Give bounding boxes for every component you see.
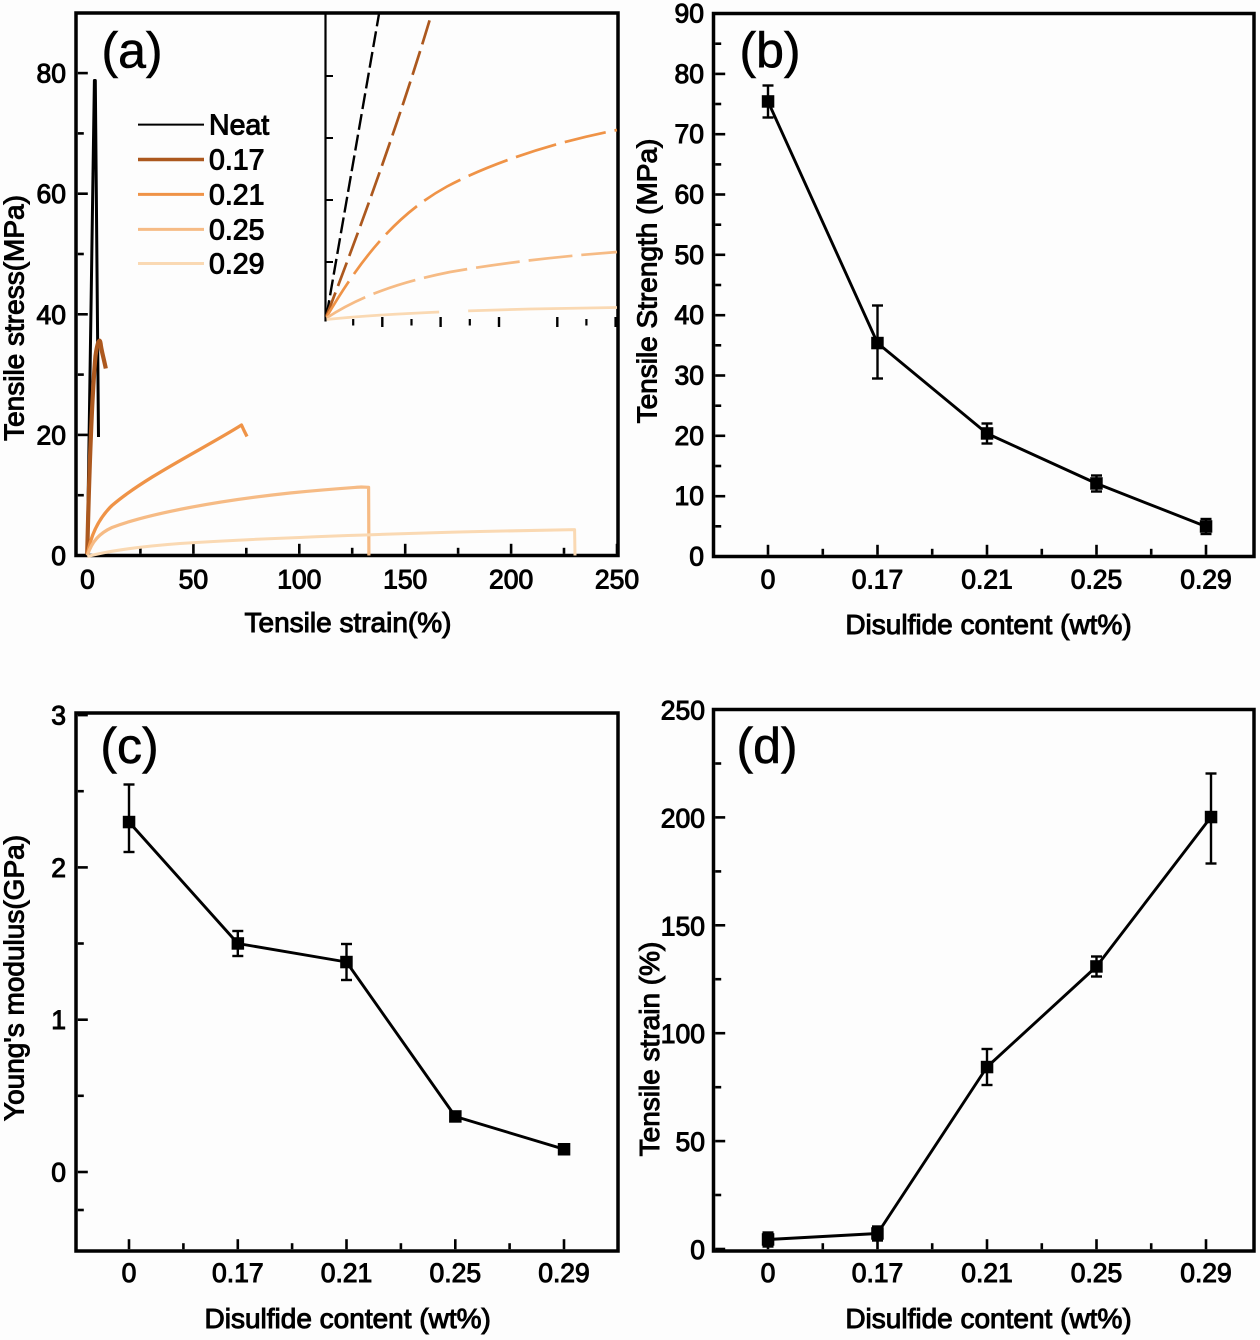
svg-text:80: 80	[675, 59, 704, 89]
svg-text:250: 250	[661, 696, 705, 726]
svg-text:Tensile strain (%): Tensile strain (%)	[634, 942, 665, 1157]
svg-text:0: 0	[80, 565, 95, 595]
svg-text:0.21: 0.21	[209, 179, 264, 211]
svg-text:40: 40	[675, 300, 704, 330]
svg-text:150: 150	[383, 565, 427, 595]
svg-text:40: 40	[37, 300, 66, 330]
svg-text:0.29: 0.29	[538, 1258, 590, 1288]
svg-text:150: 150	[661, 911, 705, 941]
svg-text:100: 100	[277, 565, 321, 595]
svg-text:0: 0	[51, 1158, 66, 1188]
svg-text:Tensile stress(MPa): Tensile stress(MPa)	[0, 195, 30, 441]
svg-text:(b): (b)	[739, 23, 800, 79]
svg-text:0.25: 0.25	[1071, 565, 1123, 595]
svg-text:50: 50	[179, 565, 208, 595]
svg-text:0.29: 0.29	[209, 249, 264, 281]
svg-text:0.21: 0.21	[321, 1258, 373, 1288]
svg-text:0.17: 0.17	[212, 1258, 264, 1288]
svg-text:Disulfide content (wt%): Disulfide content (wt%)	[205, 1303, 491, 1334]
svg-text:60: 60	[37, 179, 66, 209]
svg-text:90: 90	[675, 0, 704, 29]
svg-text:0.17: 0.17	[209, 145, 264, 177]
svg-text:100: 100	[661, 1019, 705, 1049]
svg-text:3: 3	[51, 701, 66, 731]
svg-text:0: 0	[761, 565, 776, 595]
svg-text:70: 70	[675, 119, 704, 149]
svg-text:1: 1	[51, 1005, 66, 1035]
svg-text:0.29: 0.29	[1180, 565, 1232, 595]
svg-text:Neat: Neat	[209, 110, 269, 142]
svg-text:0: 0	[690, 1235, 705, 1265]
svg-text:0: 0	[689, 542, 704, 572]
svg-text:0.25: 0.25	[430, 1258, 482, 1288]
svg-text:250: 250	[595, 565, 639, 595]
svg-text:0.29: 0.29	[1180, 1258, 1232, 1288]
svg-text:30: 30	[675, 361, 704, 391]
svg-text:20: 20	[675, 421, 704, 451]
svg-text:0.17: 0.17	[852, 565, 904, 595]
svg-text:80: 80	[37, 59, 66, 89]
svg-text:0: 0	[761, 1258, 776, 1288]
svg-text:20: 20	[37, 420, 66, 450]
svg-text:60: 60	[675, 180, 704, 210]
svg-text:2: 2	[51, 853, 66, 883]
svg-text:50: 50	[675, 240, 704, 270]
svg-text:Disulfide content (wt%): Disulfide content (wt%)	[845, 1303, 1131, 1334]
svg-text:200: 200	[489, 565, 533, 595]
svg-text:0: 0	[51, 541, 66, 571]
svg-text:(d): (d)	[736, 718, 797, 774]
svg-text:0.21: 0.21	[961, 1258, 1013, 1288]
svg-text:Disulfide content (wt%): Disulfide content (wt%)	[845, 609, 1131, 640]
svg-text:0.25: 0.25	[209, 214, 264, 246]
svg-text:Tensile Strength (MPa): Tensile Strength (MPa)	[632, 139, 663, 424]
svg-text:(c): (c)	[100, 718, 158, 774]
svg-text:0.21: 0.21	[961, 565, 1013, 595]
svg-text:(a): (a)	[101, 23, 162, 79]
svg-text:0.25: 0.25	[1071, 1258, 1123, 1288]
svg-text:200: 200	[661, 803, 705, 833]
svg-text:0.17: 0.17	[852, 1258, 904, 1288]
svg-text:10: 10	[675, 481, 704, 511]
svg-text:50: 50	[676, 1127, 705, 1157]
svg-text:Tensile strain(%): Tensile strain(%)	[245, 607, 452, 638]
svg-text:Young's modulus(GPa): Young's modulus(GPa)	[0, 835, 30, 1121]
svg-text:0: 0	[122, 1258, 137, 1288]
